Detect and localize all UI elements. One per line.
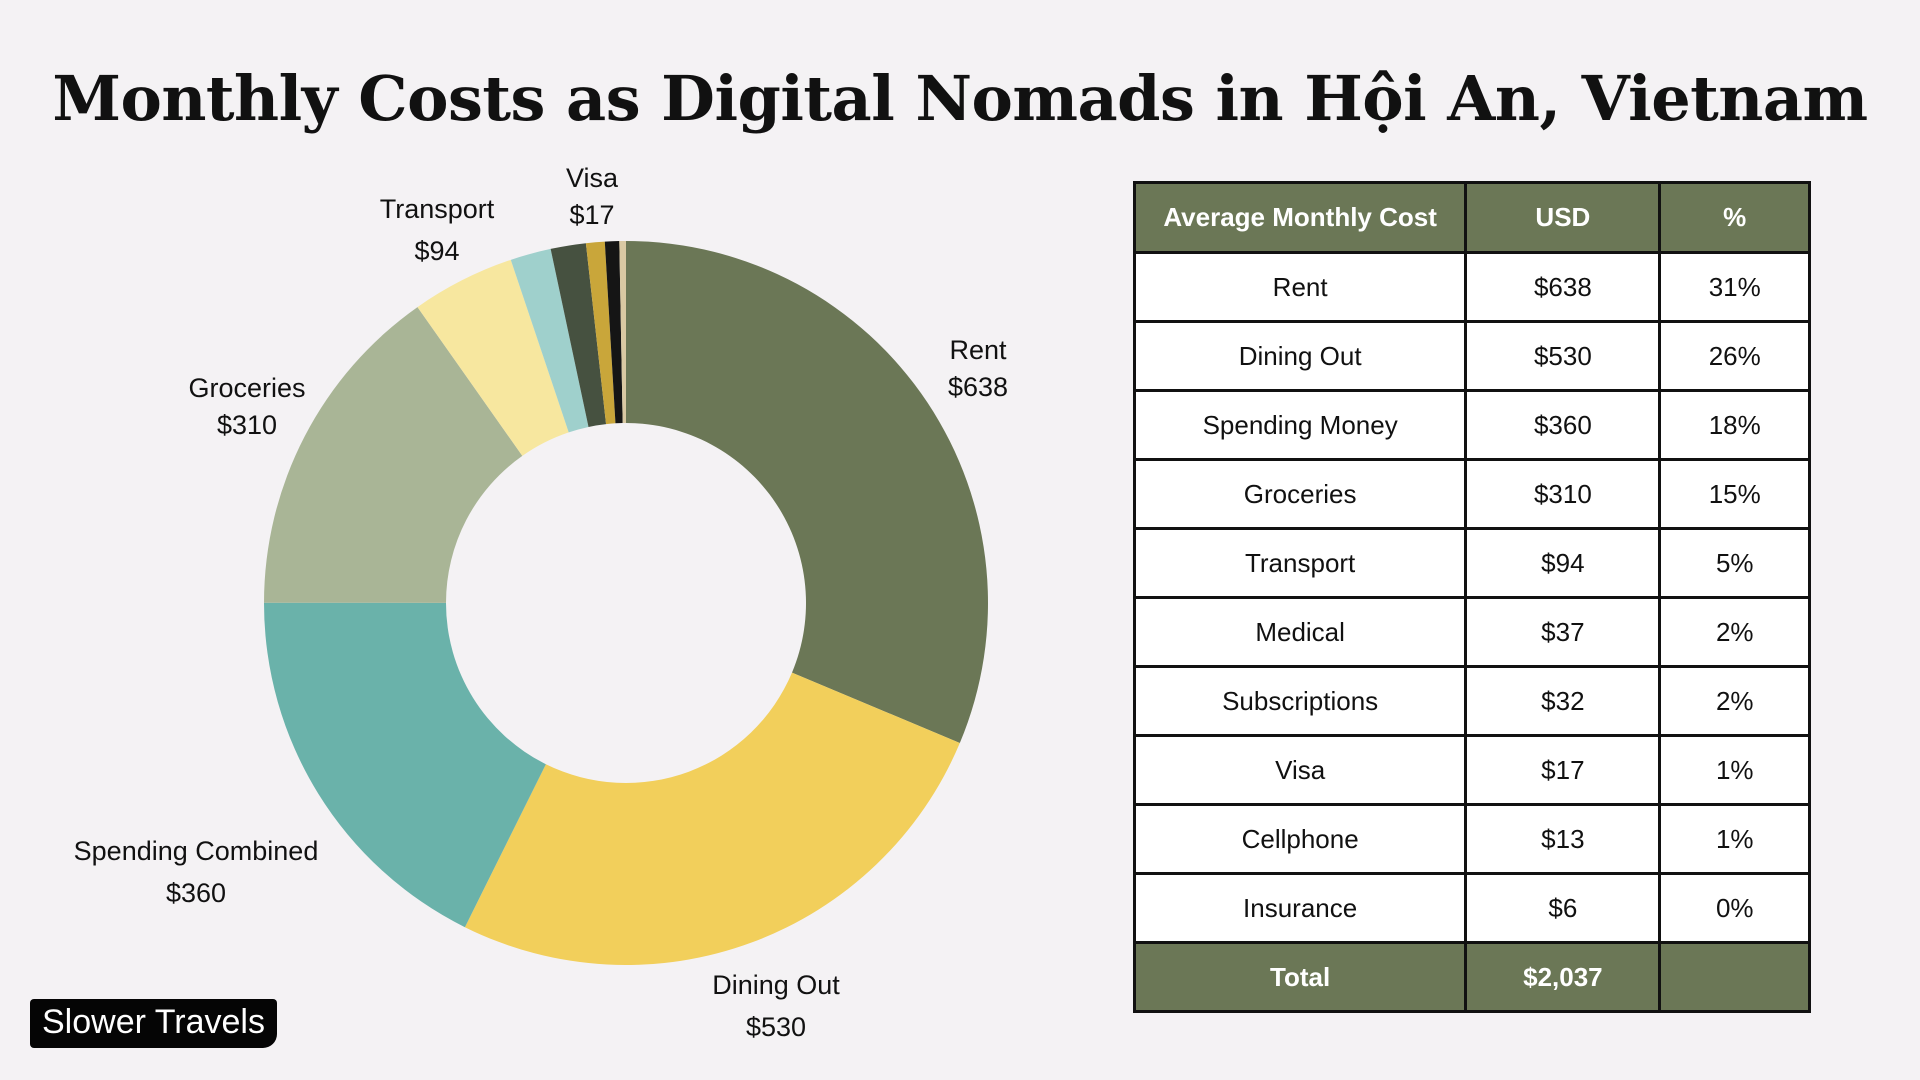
header-usd: USD bbox=[1464, 181, 1662, 254]
cell-percent: 18% bbox=[1658, 389, 1811, 461]
header-category: Average Monthly Cost bbox=[1132, 181, 1468, 254]
slice-label-value: $310 bbox=[216, 410, 278, 440]
slice-groceries bbox=[264, 307, 523, 603]
slice-rent bbox=[626, 241, 988, 744]
cell-usd: $17 bbox=[1464, 734, 1662, 806]
cell-category: Rent bbox=[1132, 251, 1468, 323]
slice-label-name: Visa bbox=[565, 163, 619, 193]
table-row: Subscriptions $32 2% bbox=[1132, 665, 1811, 737]
cell-category: Transport bbox=[1132, 527, 1468, 599]
table-row: Cellphone $13 1% bbox=[1132, 803, 1811, 875]
total-label: Total bbox=[1132, 941, 1468, 1013]
slice-transport bbox=[417, 259, 569, 456]
table-row: Visa $17 1% bbox=[1132, 734, 1811, 806]
cell-usd: $13 bbox=[1464, 803, 1662, 875]
header-percent: % bbox=[1658, 181, 1811, 254]
cell-percent: 15% bbox=[1658, 458, 1811, 530]
cell-usd: $32 bbox=[1464, 665, 1662, 737]
cell-category: Insurance bbox=[1132, 872, 1468, 944]
table-row: Insurance $6 0% bbox=[1132, 872, 1811, 944]
cell-percent: 1% bbox=[1658, 734, 1811, 806]
cell-percent: 31% bbox=[1658, 251, 1811, 323]
donut-chart bbox=[264, 241, 988, 965]
slice-label-name: Transport bbox=[379, 194, 495, 224]
total-percent bbox=[1658, 941, 1811, 1013]
brand-badge: Slower Travels bbox=[30, 999, 277, 1048]
slice-label-value: $638 bbox=[947, 372, 1009, 402]
slice-label-name: Rent bbox=[949, 335, 1007, 365]
slice-spending-combined bbox=[264, 602, 546, 928]
label-dining-out: Dining Out $530 bbox=[712, 967, 840, 1046]
cell-category: Groceries bbox=[1132, 458, 1468, 530]
cell-percent: 26% bbox=[1658, 320, 1811, 392]
label-groceries: Groceries $310 bbox=[188, 370, 305, 444]
cell-category: Spending Money bbox=[1132, 389, 1468, 461]
cell-category: Visa bbox=[1132, 734, 1468, 806]
cell-usd: $310 bbox=[1464, 458, 1662, 530]
cell-category: Medical bbox=[1132, 596, 1468, 668]
label-spending-combined: Spending Combined $360 bbox=[74, 833, 319, 912]
slice-label-value: $530 bbox=[745, 1012, 807, 1042]
cell-percent: 2% bbox=[1658, 665, 1811, 737]
slice-label-name: Groceries bbox=[188, 373, 306, 403]
table-header-row: Average Monthly Cost USD % bbox=[1132, 181, 1811, 254]
table-row: Groceries $310 15% bbox=[1132, 458, 1811, 530]
cell-percent: 2% bbox=[1658, 596, 1811, 668]
cell-usd: $37 bbox=[1464, 596, 1662, 668]
slice-medical bbox=[510, 248, 589, 433]
cell-usd: $638 bbox=[1464, 251, 1662, 323]
slice-dining-out bbox=[464, 672, 960, 965]
cell-category: Dining Out bbox=[1132, 320, 1468, 392]
cell-percent: 1% bbox=[1658, 803, 1811, 875]
slice-cellphone bbox=[604, 241, 623, 424]
cell-percent: 5% bbox=[1658, 527, 1811, 599]
chart-title: Monthly Costs as Digital Nomads in Hội A… bbox=[52, 62, 1868, 135]
cell-usd: $360 bbox=[1464, 389, 1662, 461]
table-row: Transport $94 5% bbox=[1132, 527, 1811, 599]
total-usd: $2,037 bbox=[1464, 941, 1662, 1013]
cell-percent: 0% bbox=[1658, 872, 1811, 944]
cost-table: Average Monthly Cost USD % Rent $638 31% Di… bbox=[1132, 181, 1811, 1013]
slice-insurance bbox=[619, 241, 626, 424]
cell-usd: $94 bbox=[1464, 527, 1662, 599]
table-row: Medical $37 2% bbox=[1132, 596, 1811, 668]
slice-subscriptions bbox=[550, 243, 607, 427]
label-visa: Visa $17 bbox=[566, 160, 618, 234]
table-row: Rent $638 31% bbox=[1132, 251, 1811, 323]
slice-label-name: Dining Out bbox=[712, 970, 840, 1000]
label-transport: Transport $94 bbox=[380, 191, 495, 270]
cell-usd: $6 bbox=[1464, 872, 1662, 944]
cell-category: Subscriptions bbox=[1132, 665, 1468, 737]
table-row: Spending Money $360 18% bbox=[1132, 389, 1811, 461]
slice-label-value: $360 bbox=[165, 878, 227, 908]
slice-label-name: Spending Combined bbox=[73, 836, 319, 866]
cell-category: Cellphone bbox=[1132, 803, 1468, 875]
slice-label-value: $94 bbox=[414, 236, 460, 266]
label-rent: Rent $638 bbox=[948, 332, 1008, 406]
cell-usd: $530 bbox=[1464, 320, 1662, 392]
slice-visa bbox=[585, 241, 616, 425]
slice-label-value: $17 bbox=[569, 200, 615, 230]
table-row: Dining Out $530 26% bbox=[1132, 320, 1811, 392]
table-total-row: Total $2,037 bbox=[1132, 941, 1811, 1013]
